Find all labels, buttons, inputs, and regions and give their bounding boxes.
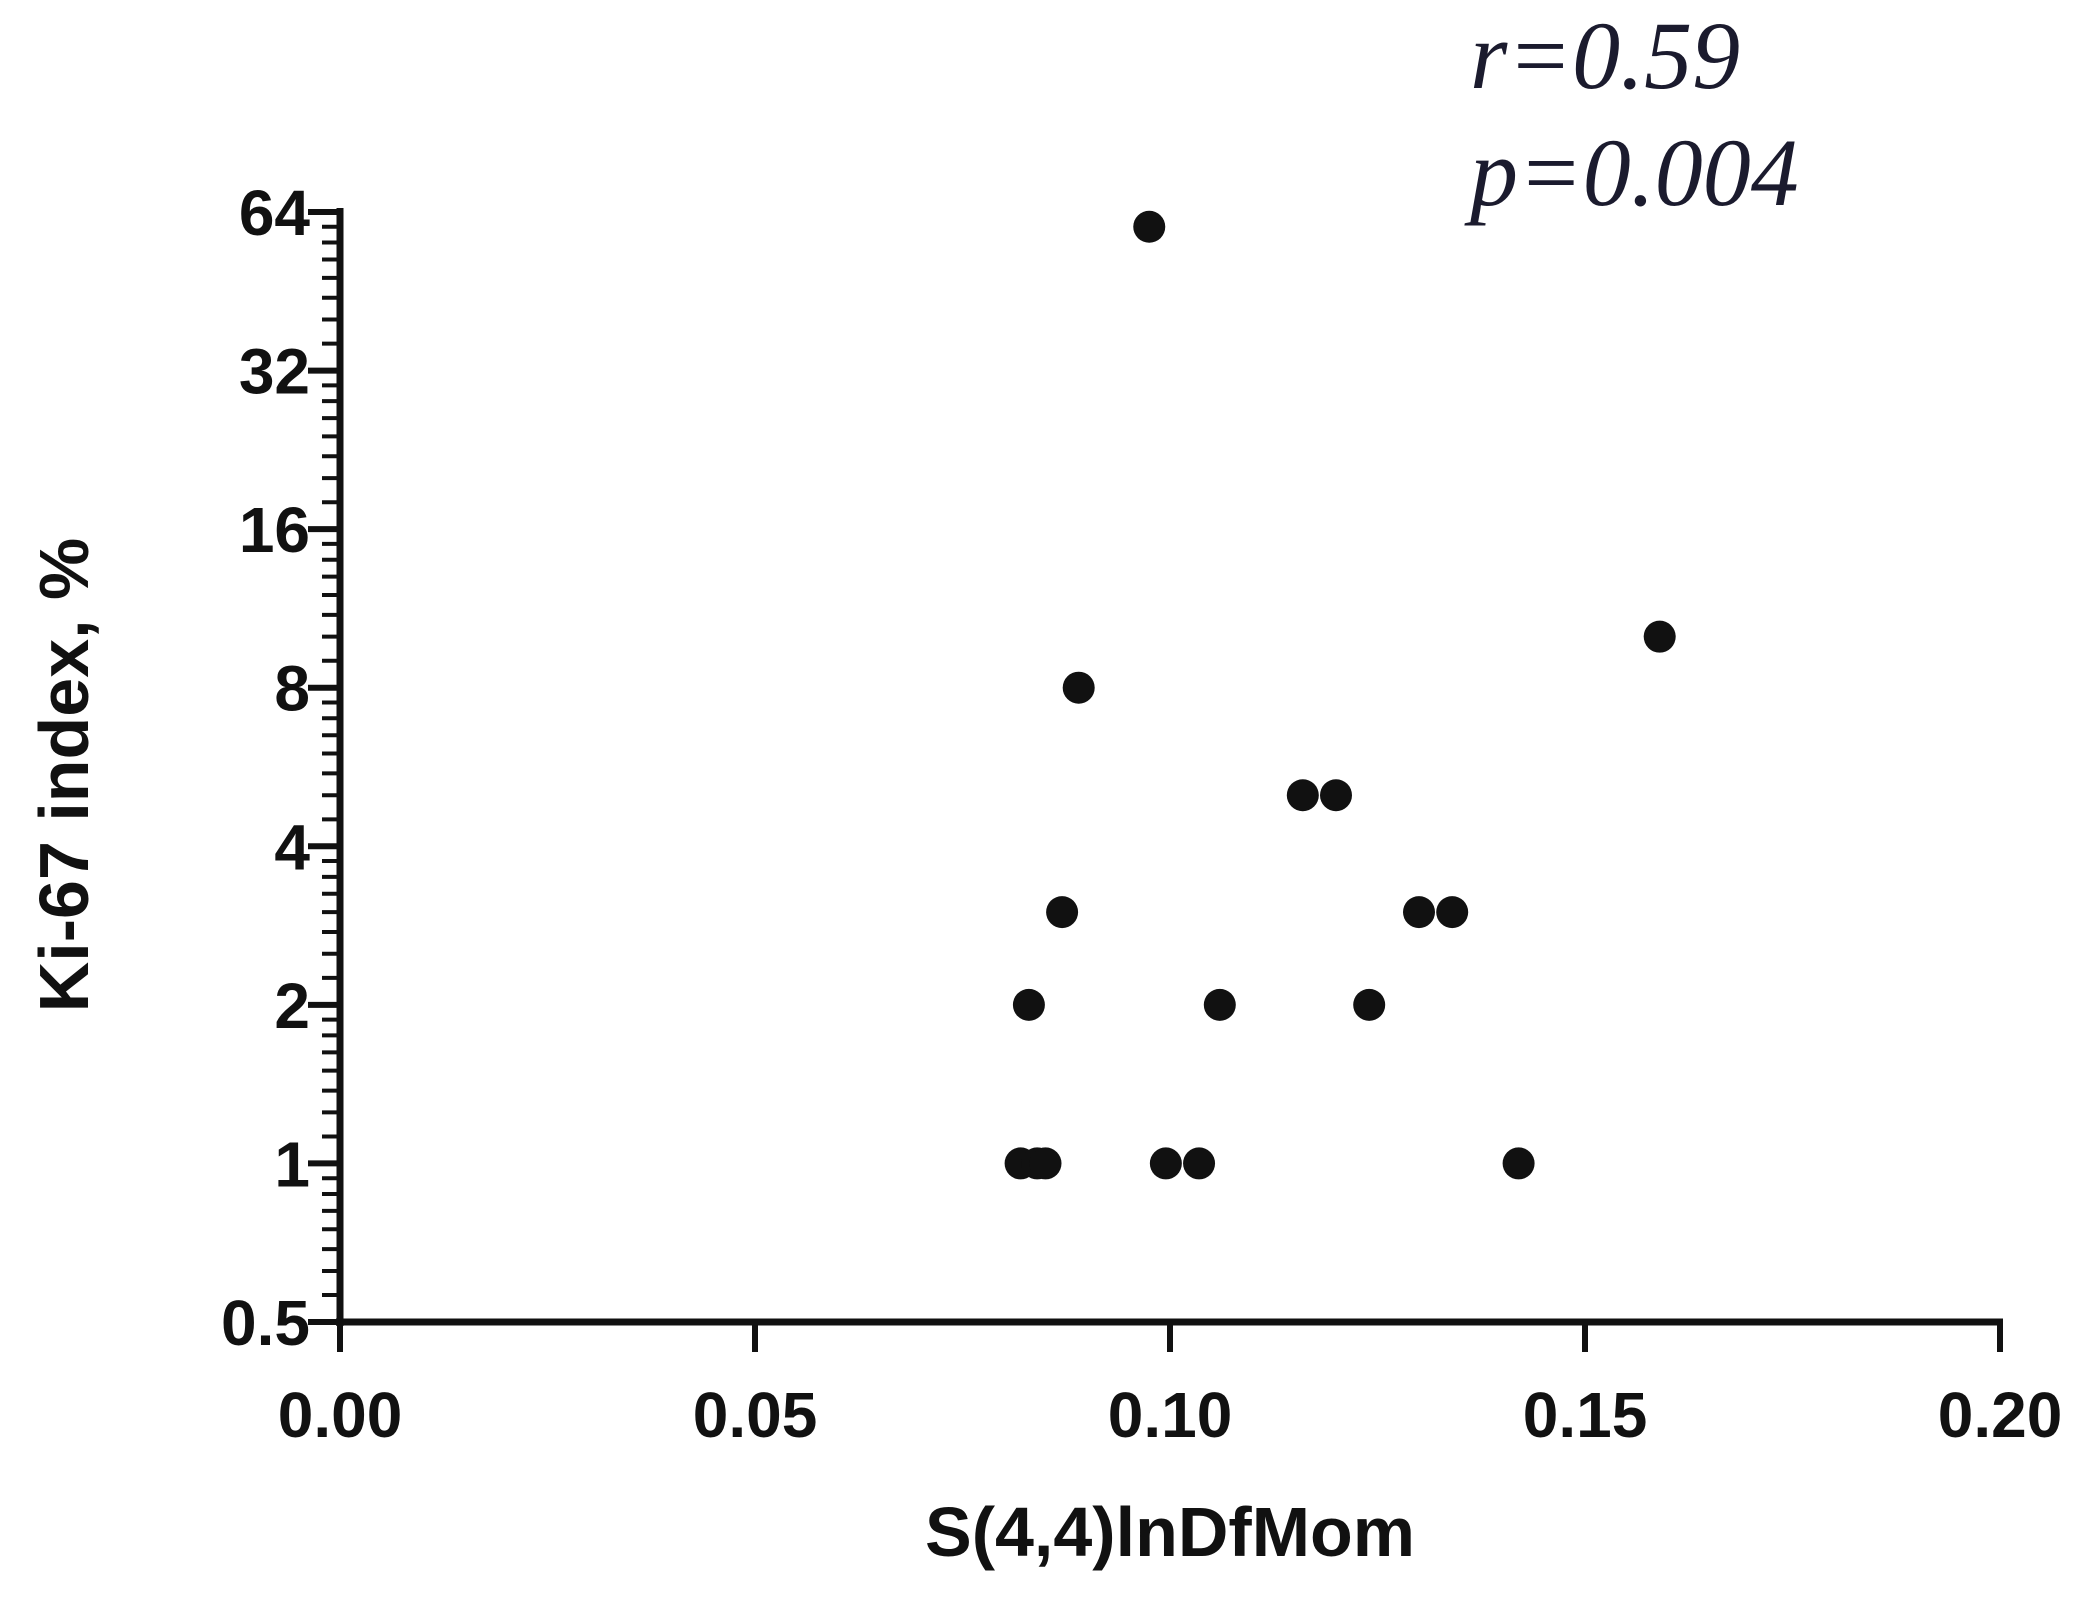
y-tick-label: 0.5 [221, 1287, 310, 1359]
p-value-annotation: p=0.004 [1464, 119, 1799, 226]
data-point [1029, 1147, 1062, 1180]
y-tick-label: 4 [274, 811, 310, 883]
x-tick-label: 0.10 [1108, 1379, 1233, 1451]
data-point [1012, 988, 1045, 1021]
data-point [1046, 896, 1079, 929]
data-point [1502, 1147, 1535, 1180]
data-point [1133, 210, 1166, 243]
y-tick-label: 2 [274, 970, 310, 1042]
data-point [1643, 620, 1676, 653]
data-point [1149, 1147, 1182, 1180]
y-tick-label: 16 [239, 494, 310, 566]
x-tick-label: 0.05 [693, 1379, 818, 1451]
data-point [1183, 1147, 1216, 1180]
r-value-annotation: r=0.59 [1470, 2, 1740, 109]
data-point [1353, 988, 1386, 1021]
data-point [1320, 779, 1352, 812]
data-point [1062, 671, 1095, 704]
y-axis-title: Ki-67 index, % [25, 538, 103, 1013]
points-layer [1004, 210, 1676, 1180]
data-point [1403, 896, 1435, 929]
y-tick-label: 1 [274, 1128, 310, 1200]
x-tick-label: 0.15 [1523, 1379, 1648, 1451]
y-tick-label: 32 [239, 336, 310, 408]
labels-layer: Ki-67 index, % S(4,4)lnDfMom r=0.59 p=0.… [25, 2, 1799, 1571]
data-point [1203, 988, 1236, 1021]
data-point [1286, 779, 1319, 812]
x-tick-label: 0.20 [1938, 1379, 2063, 1451]
axes-layer: 0.5 1 2 4 8 16 32 64 0.00 0.05 0.10 0.15 0.20 [221, 177, 2062, 1451]
data-point [1436, 896, 1469, 929]
y-tick-label: 64 [239, 177, 311, 249]
x-tick-label: 0.00 [278, 1379, 403, 1451]
y-tick-label: 8 [274, 653, 310, 725]
x-axis-title: S(4,4)lnDfMom [925, 1493, 1415, 1571]
